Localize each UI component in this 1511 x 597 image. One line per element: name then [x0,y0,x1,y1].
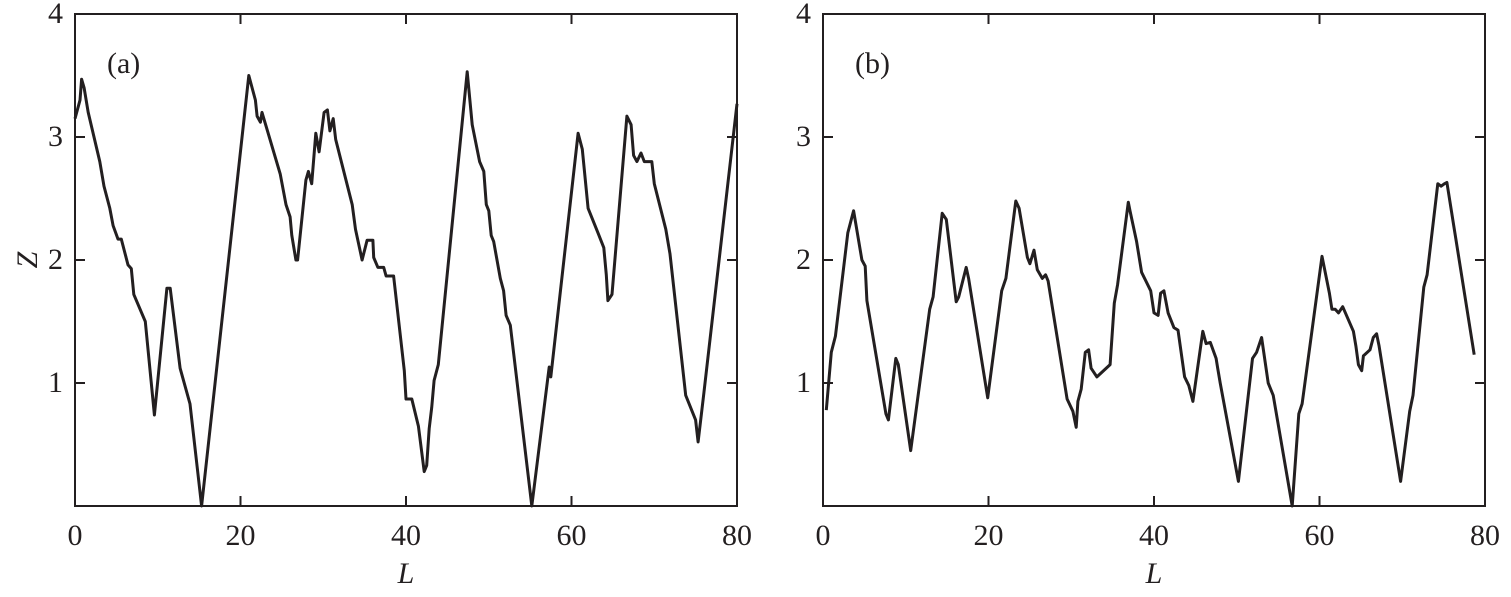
line-series [824,181,1476,508]
y-axis-label: Z [11,251,44,268]
x-tick-label: 20 [226,519,256,552]
x-tick-label: 80 [722,519,752,552]
x-axis-label: L [1145,557,1163,590]
x-tick-label: 40 [391,519,421,552]
y-tick-label: 3 [796,120,811,153]
y-tick-label: 2 [48,243,63,276]
panel-label: (b) [855,47,890,80]
x-tick-label: 0 [816,519,831,552]
y-tick-label: 3 [48,120,63,153]
y-tick-label: 1 [48,366,63,399]
y-tick-label: 1 [796,366,811,399]
x-tick-label: 40 [1139,519,1169,552]
y-tick-label: 2 [796,243,811,276]
x-tick-label: 0 [68,519,83,552]
panel-label: (a) [107,47,140,80]
x-tick-label: 20 [974,519,1004,552]
y-tick-label: 4 [48,0,63,30]
x-tick-label: 80 [1470,519,1500,552]
x-axis-label: L [397,557,415,590]
plot-frame [822,13,1486,507]
x-tick-label: 60 [1305,519,1335,552]
plot-frame [74,13,738,507]
y-tick-label: 4 [796,0,811,30]
line-series [73,70,739,508]
x-tick-label: 60 [557,519,587,552]
